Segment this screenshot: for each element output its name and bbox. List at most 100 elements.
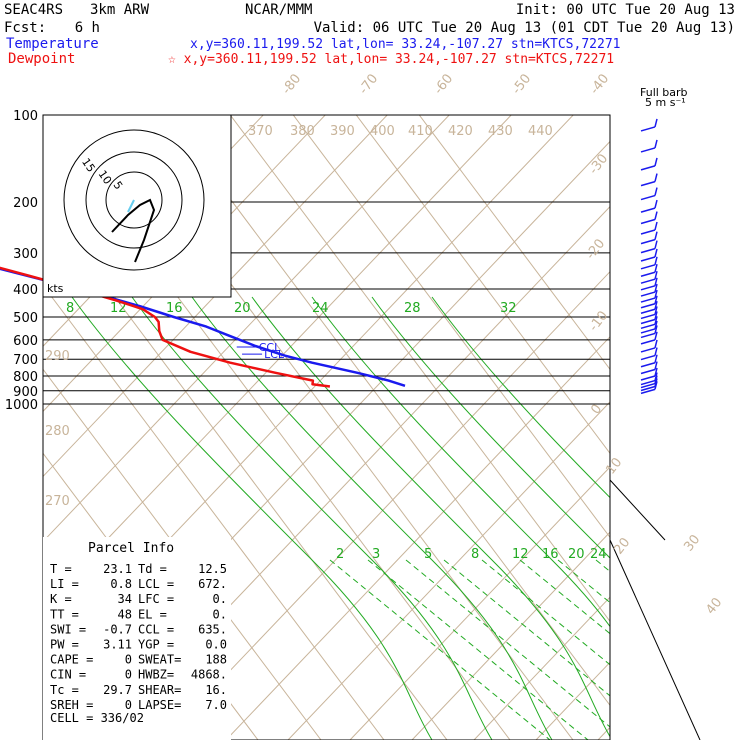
mixing-ratio-line bbox=[311, 296, 610, 628]
isotherm-label: -30 bbox=[586, 151, 611, 177]
wind-barb-flag bbox=[654, 173, 658, 182]
adiabat-line bbox=[163, 270, 610, 740]
isotherm-line bbox=[229, 115, 610, 623]
dewpoint-legend-info: ☆ x,y=360.11,199.52 lat,lon= 33.24,-107.… bbox=[168, 52, 614, 67]
parcel-row-value: 34 bbox=[118, 592, 132, 606]
valid-time: Valid: 06 UTC Tue 20 Aug 13 (01 CDT Tue … bbox=[314, 20, 735, 36]
isotherm-label: -70 bbox=[356, 71, 381, 97]
parcel-row-label: YGP = bbox=[138, 638, 174, 652]
lower-mixing-ratio-label: 24 bbox=[590, 547, 607, 562]
wind-barb bbox=[640, 385, 656, 392]
wind-barb-flag bbox=[654, 289, 658, 299]
wind-barb bbox=[640, 247, 656, 254]
parcel-row-label: SWI = bbox=[50, 622, 86, 636]
temperature-legend-label: Temperature bbox=[6, 36, 99, 52]
parcel-row-value: 29.7 bbox=[103, 683, 132, 697]
parcel-row-value: 0 bbox=[125, 668, 132, 682]
parcel-row-value: 188 bbox=[205, 653, 227, 667]
isotherm-label: -50 bbox=[509, 71, 534, 97]
parcel-row-label: SHEAR= bbox=[138, 683, 181, 697]
isotherm-label: -40 bbox=[587, 71, 612, 97]
isotherm-line bbox=[292, 115, 610, 539]
parcel-row-label: CCL = bbox=[138, 622, 174, 636]
parcel-row-value: 0 bbox=[125, 698, 132, 712]
wind-barb-flag bbox=[654, 139, 658, 149]
parcel-row-value: 0.8 bbox=[110, 577, 132, 591]
mixing-ratio-dashed-line bbox=[481, 559, 610, 666]
parcel-row-label: Td = bbox=[138, 562, 167, 576]
wind-barb bbox=[640, 291, 656, 297]
isotherm-label: 30 bbox=[681, 532, 703, 554]
mixing-ratio-line bbox=[251, 296, 610, 738]
adiabat-line bbox=[43, 115, 450, 543]
mixing-ratio-dashed-line bbox=[405, 559, 610, 728]
wind-barb bbox=[640, 165, 656, 171]
parcel-row-value: 48 bbox=[118, 607, 132, 621]
wind-barb-flag bbox=[654, 339, 658, 349]
parcel-row-label: LAPSE= bbox=[138, 698, 181, 712]
wind-barb bbox=[640, 328, 656, 334]
mixing-ratio-label: 20 bbox=[234, 301, 251, 316]
wind-barb bbox=[640, 382, 656, 389]
wind-barb bbox=[640, 362, 656, 368]
marker-label-ccl: CCL bbox=[259, 341, 281, 354]
adiabat-line bbox=[660, 79, 740, 740]
parcel-row-label: TT = bbox=[50, 607, 79, 621]
wind-barb bbox=[640, 318, 656, 325]
adiabat-line bbox=[225, 336, 610, 740]
isotherm-label: 20 bbox=[611, 535, 633, 557]
adiabat-line bbox=[473, 596, 610, 740]
mixing-ratio-dashed-line bbox=[634, 560, 740, 740]
wind-barb bbox=[640, 323, 656, 330]
parcel-row-label: SWEAT= bbox=[138, 653, 181, 667]
isotherm-line bbox=[0, 115, 6, 740]
mixing-ratio-label: 12 bbox=[110, 301, 127, 316]
wind-barb bbox=[640, 238, 656, 245]
pressure-tick-label: 300 bbox=[13, 247, 38, 262]
wind-barb bbox=[640, 256, 656, 262]
theta-label: 390 bbox=[330, 124, 355, 139]
model-title: 3km ARW bbox=[90, 2, 150, 18]
pressure-tick-label: 500 bbox=[13, 311, 38, 326]
mixing-ratio-label: 32 bbox=[500, 301, 517, 316]
parcel-row-label: Tc = bbox=[50, 683, 79, 697]
wind-barb bbox=[640, 303, 656, 309]
lower-mixing-ratio-label: 2 bbox=[336, 547, 344, 562]
wind-barb-flag bbox=[654, 301, 658, 310]
isotherm-label: 10 bbox=[603, 455, 625, 477]
wind-barb-flag bbox=[654, 367, 658, 377]
init-time: Init: 00 UTC Tue 20 Aug 13 bbox=[516, 2, 735, 18]
lower-mixing-ratio-label: 20 bbox=[568, 547, 585, 562]
pressure-tick-label: 900 bbox=[13, 385, 38, 400]
mixing-ratio-dashed-line bbox=[557, 559, 610, 604]
mixing-ratio-label: 8 bbox=[66, 301, 74, 316]
parcel-row-label: K = bbox=[50, 592, 72, 606]
parcel-row-value: 0. bbox=[213, 607, 227, 621]
wind-barb bbox=[640, 285, 656, 291]
wind-barb-flag bbox=[654, 381, 658, 390]
parcel-cell: CELL = 336/02 bbox=[50, 711, 144, 725]
parcel-row-label: LI = bbox=[50, 577, 79, 591]
mixing-ratio-line bbox=[191, 296, 553, 740]
parcel-row-value: 23.1 bbox=[103, 562, 132, 576]
mixing-ratio-label: 16 bbox=[166, 301, 183, 316]
wind-barb-flag bbox=[654, 331, 658, 341]
isotherm-line bbox=[43, 284, 385, 740]
mixing-ratio-line bbox=[431, 296, 610, 499]
parcel-row-value: 0.0 bbox=[205, 638, 227, 652]
isotherm-line bbox=[43, 368, 322, 740]
wind-barb-flag bbox=[654, 221, 658, 231]
wind-barb-flag bbox=[654, 187, 658, 196]
adiabat-line bbox=[349, 466, 610, 740]
wind-barb-flag bbox=[654, 231, 658, 240]
mixing-ratio-line bbox=[131, 296, 493, 740]
parcel-row-label: HWBZ= bbox=[138, 668, 174, 682]
wind-barb-flag bbox=[654, 283, 658, 293]
wind-barb bbox=[640, 379, 656, 386]
wind-barb bbox=[640, 271, 656, 277]
lower-mixing-ratio-label: 12 bbox=[512, 547, 529, 562]
temperature-legend-info: x,y=360.11,199.52 lat,lon= 33.24,-107.27… bbox=[190, 37, 620, 52]
hodograph-ring bbox=[85, 151, 183, 249]
wind-barb bbox=[640, 126, 656, 132]
wind-barb bbox=[640, 180, 656, 187]
